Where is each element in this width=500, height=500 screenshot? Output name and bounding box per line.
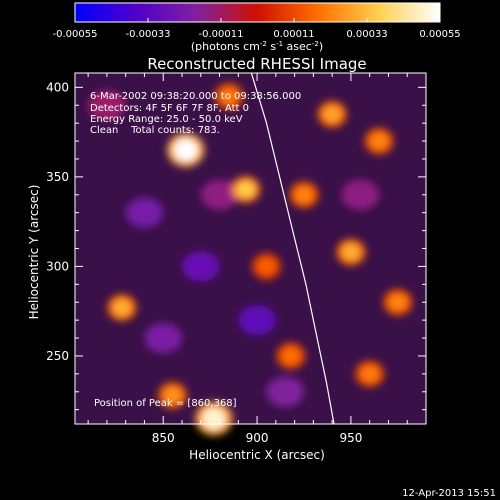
annotation-clean-counts: Clean Total counts: 783. — [90, 125, 220, 136]
dim-source — [341, 179, 380, 210]
y-axis-label: Heliocentric Y (arcsec) — [27, 185, 41, 320]
x-axis-label: Heliocentric X (arcsec) — [189, 448, 325, 462]
colorbar-tick-label: 0.00011 — [273, 29, 314, 40]
intensity-sources — [88, 83, 413, 436]
dim-source — [125, 197, 164, 228]
axis-ticks: 850 900 950 250 300 350 400 — [46, 73, 427, 445]
bright-source-core — [202, 407, 226, 430]
footer-timestamp: 12-Apr-2013 15:51 — [402, 488, 496, 499]
x-tick-label: 950 — [339, 431, 362, 445]
dim-source — [200, 179, 239, 210]
annotation-time-range: 6-Mar-2002 09:38:20.000 to 09:38:56.000 — [90, 91, 301, 102]
x-tick-label: 900 — [246, 431, 269, 445]
chart-title: Reconstructed RHESSI Image — [147, 55, 366, 73]
bright-source-core — [294, 186, 314, 204]
colorbar-tick-label: -0.00033 — [126, 29, 171, 40]
annotation-peak-position: Position of Peak = [860,368] — [94, 398, 237, 409]
y-tick-label: 250 — [46, 349, 69, 363]
bright-source-core — [388, 293, 408, 311]
colorbar-tick-label: 0.00033 — [346, 29, 387, 40]
bright-source-core — [236, 180, 256, 198]
bright-source-core — [360, 365, 379, 383]
x-tick-label: 850 — [152, 431, 175, 445]
y-tick-label: 400 — [46, 80, 69, 94]
colorbar-tick-label: 0.00055 — [419, 29, 460, 40]
colorbar-ticks: -0.00055 -0.00033 -0.00011 0.00011 0.00033 0.… — [53, 18, 461, 40]
bright-source-core — [173, 139, 198, 161]
bright-source-core — [369, 132, 389, 150]
dim-source — [238, 305, 276, 336]
dim-source — [181, 251, 220, 282]
dim-source — [144, 323, 182, 354]
annotation-detectors: Detectors: 4F 5F 6F 7F 8F, Att 0 — [90, 103, 249, 114]
dim-source — [266, 376, 304, 407]
bright-source-core — [219, 87, 239, 105]
bright-source-core — [257, 257, 276, 275]
colorbar-tick-label: -0.00011 — [199, 29, 244, 40]
colorbar-tick-label: -0.00055 — [53, 29, 98, 40]
y-tick-label: 350 — [46, 170, 69, 184]
bright-source-core — [341, 243, 361, 261]
dim-source — [88, 90, 126, 121]
bright-source-core — [112, 299, 132, 317]
bright-source-core — [322, 105, 342, 123]
annotation-energy-range: Energy Range: 25.0 - 50.0 keV — [90, 114, 243, 125]
colorbar-bar — [74, 2, 441, 23]
bright-source-core — [281, 347, 301, 365]
solar-limb-curve — [250, 73, 335, 425]
colorbar-unit-label: (photons cm-2 s-1 asec-2) — [191, 40, 323, 53]
bright-source-core — [163, 386, 182, 404]
y-tick-label: 300 — [46, 259, 69, 273]
